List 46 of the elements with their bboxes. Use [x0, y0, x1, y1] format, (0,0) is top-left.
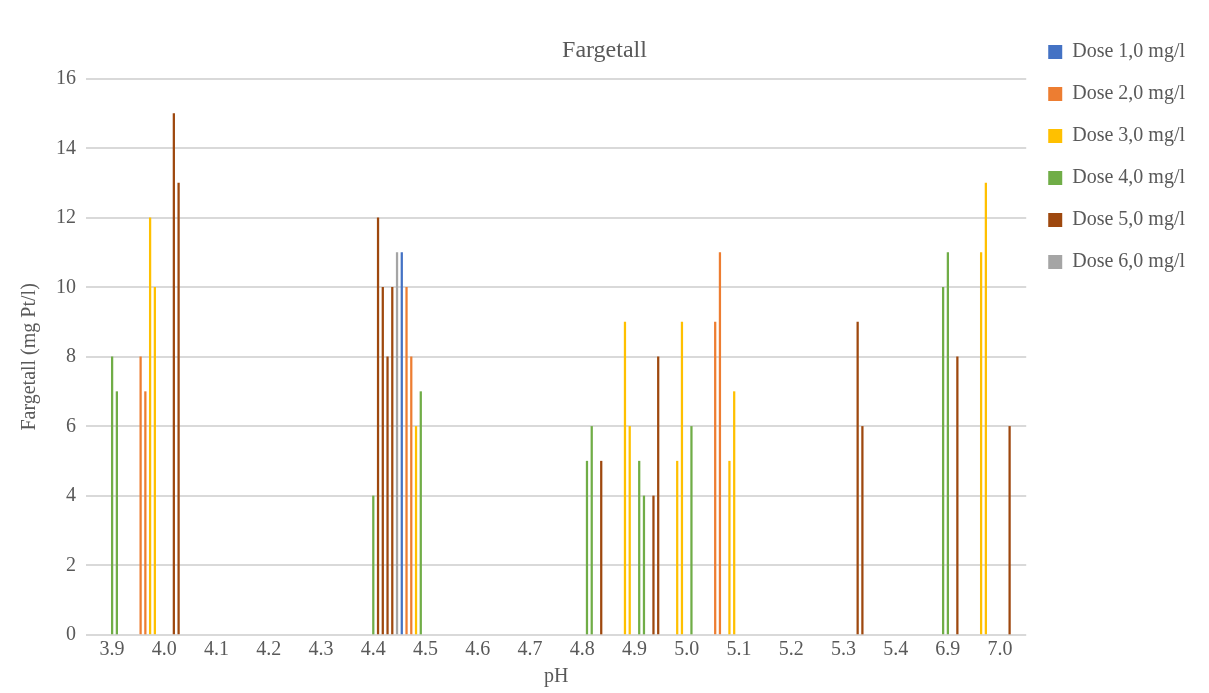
bar	[690, 426, 693, 635]
x-tick-label: 4.1	[204, 637, 230, 660]
x-tick-label: 4.6	[465, 637, 491, 660]
y-tick-label: 10	[56, 274, 76, 297]
bar	[177, 182, 180, 635]
x-tick-label: 4.0	[151, 637, 177, 660]
x-tick-label: 4.9	[621, 637, 647, 660]
x-tick-label: 3.9	[99, 637, 125, 660]
bar	[861, 426, 864, 635]
y-tick-label: 2	[66, 552, 76, 575]
bar	[956, 356, 959, 635]
bar	[405, 287, 408, 635]
legend-label: Dose 6,0 mg/l	[1072, 249, 1186, 273]
legend-label: Dose 1,0 mg/l	[1072, 39, 1186, 63]
x-tick-label: 4.3	[308, 637, 334, 660]
bar	[1008, 426, 1011, 635]
x-tick-label: 4.2	[256, 637, 282, 660]
x-tick-label: 5.2	[778, 637, 804, 660]
chart-title: Fargetall	[562, 35, 648, 62]
x-tick-label: 5.3	[830, 637, 856, 660]
x-tick-label: 5.1	[726, 637, 752, 660]
y-axis-title: Fargetall (mg Pt/l)	[17, 283, 41, 431]
legend-label: Dose 4,0 mg/l	[1072, 165, 1186, 189]
legend-label: Dose 5,0 mg/l	[1072, 207, 1186, 231]
x-tick-label: 4.8	[569, 637, 595, 660]
y-tick-label: 12	[56, 205, 76, 228]
x-tick-label: 4.5	[413, 637, 439, 660]
bar	[386, 356, 389, 635]
x-tick-label: 5.4	[883, 637, 909, 660]
x-tick-label: 6.9	[935, 637, 961, 660]
x-tick-label: 7.0	[987, 637, 1013, 660]
x-tick-label: 4.4	[360, 637, 386, 660]
y-tick-label: 4	[66, 483, 76, 506]
y-tick-label: 14	[56, 135, 76, 158]
x-axis-title: pH	[543, 664, 569, 688]
bar	[139, 356, 142, 635]
bar	[652, 495, 655, 635]
x-tick-label: 4.7	[517, 637, 543, 660]
y-tick-label: 8	[66, 344, 76, 367]
y-tick-label: 6	[66, 413, 76, 436]
legend-label: Dose 2,0 mg/l	[1072, 81, 1186, 105]
y-tick-label: 16	[56, 66, 76, 89]
bar	[728, 460, 731, 635]
x-tick-label: 5.0	[674, 637, 700, 660]
y-tick-label: 0	[66, 622, 76, 645]
legend-label: Dose 3,0 mg/l	[1072, 123, 1186, 147]
